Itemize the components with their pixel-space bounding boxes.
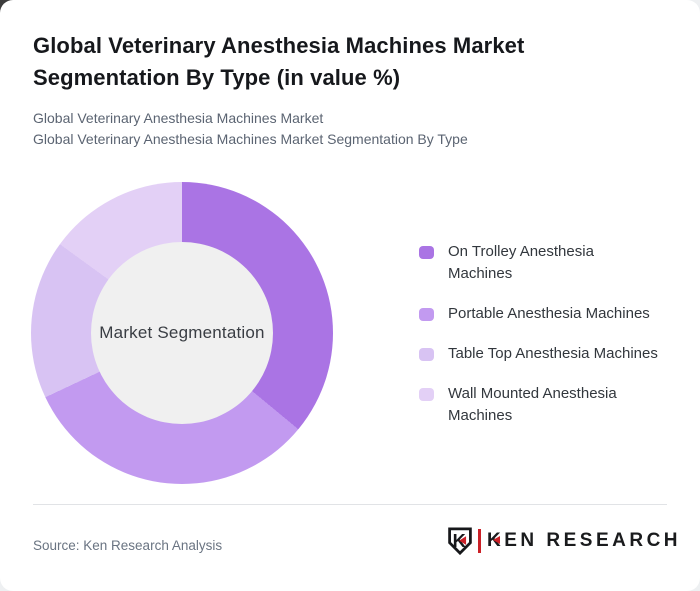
legend-swatch-portable: [419, 308, 434, 321]
legend-label-table-top: Table Top Anesthesia Machines: [448, 345, 658, 362]
legend-label-wall-mounted: Wall Mounted Anesthesia: [448, 385, 617, 402]
legend-swatch-on-trolley: [419, 246, 434, 259]
ken-research-logo: K KEN RESEARCH: [447, 527, 681, 555]
source-text: Source: Ken Research Analysis: [33, 538, 223, 553]
chart-title: Global Veterinary Anesthesia Machines Ma…: [33, 33, 525, 90]
legend-item-wall-mounted: Wall Mounted Anesthesia Machines: [419, 383, 681, 427]
legend-label-on-trolley: On Trolley Anesthesia: [448, 243, 594, 260]
subtitle-line-2: Global Veterinary Anesthesia Machines Ma…: [33, 131, 468, 147]
donut-center-label: Market Segmentation: [99, 323, 265, 342]
footer-divider: [33, 504, 667, 505]
legend-label-wall-mounted-line2: Machines: [448, 407, 513, 424]
legend-item-portable: Portable Anesthesia Machines: [419, 303, 681, 325]
legend-label-portable: Portable Anesthesia Machines: [448, 305, 650, 322]
legend-label-on-trolley-line2: Machines: [448, 265, 513, 282]
subtitle-line-1: Global Veterinary Anesthesia Machines Ma…: [33, 110, 324, 126]
chart-legend: On Trolley Anesthesia Machines Portable …: [419, 241, 681, 445]
legend-swatch-wall-mounted: [419, 388, 434, 401]
donut-center: Market Segmentation: [91, 242, 273, 424]
svg-text:K: K: [453, 531, 466, 551]
legend-item-on-trolley: On Trolley Anesthesia Machines: [419, 241, 681, 285]
legend-item-table-top: Table Top Anesthesia Machines: [419, 343, 681, 365]
chart-subtitle: Global Veterinary Anesthesia Machines Ma…: [33, 108, 468, 150]
legend-swatch-table-top: [419, 348, 434, 361]
donut-chart: Market Segmentation: [31, 182, 333, 484]
logo-wordmark: KEN RESEARCH: [487, 530, 682, 551]
ken-research-shield-icon: K: [448, 527, 472, 555]
logo-k-triangle-icon: [493, 536, 500, 544]
logo-separator-bar: [478, 529, 481, 553]
